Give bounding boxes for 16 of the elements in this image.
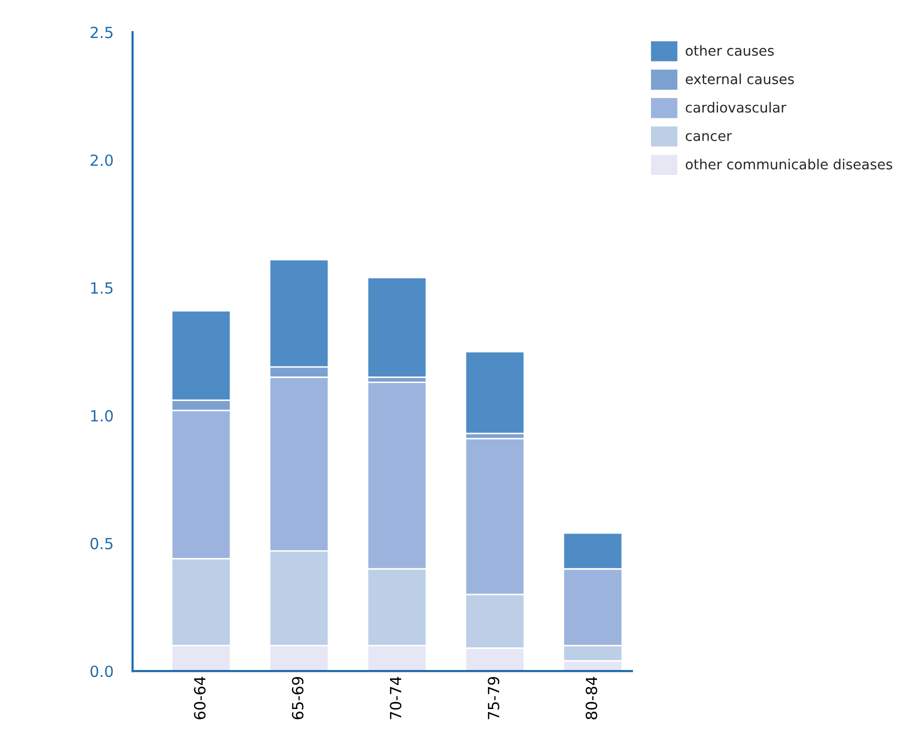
legend-label: other communicable diseases — [686, 158, 892, 170]
legend-label: external causes — [686, 74, 794, 84]
x-tick-label: 80-84 — [586, 676, 598, 720]
x-tick-label: 75-79 — [488, 677, 500, 720]
legend-label: cancer — [686, 133, 732, 142]
legend-label: cardiovascular — [686, 102, 786, 113]
x-tick-label: 60-64 — [194, 676, 206, 720]
y-tick-label: 0.5 — [90, 538, 112, 550]
legend-label: other causes — [686, 45, 774, 56]
y-tick-label: 2.5 — [90, 26, 112, 38]
x-tick-label: 65-69 — [292, 677, 304, 720]
x-tick-label: 70-74 — [390, 676, 402, 720]
y-tick-label: 1.5 — [91, 282, 112, 294]
y-tick-label: 2.0 — [90, 154, 113, 166]
y-tick-label: 1.0 — [91, 410, 113, 422]
y-tick-label: 0.0 — [90, 666, 113, 678]
